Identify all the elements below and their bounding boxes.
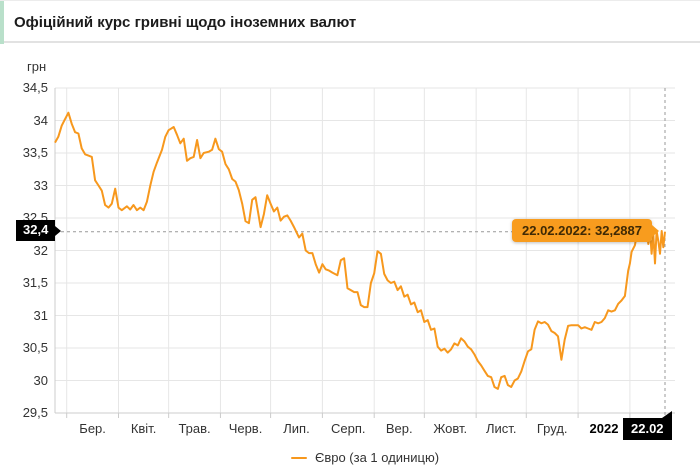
x-axis-month-label: Трав. [178,421,211,436]
legend[interactable]: Євро (за 1 одиницю) [30,450,700,465]
x-axis-month-label: Лист. [486,421,517,436]
x-axis-month-label: Вер. [385,421,413,436]
legend-label: Євро (за 1 одиницю) [314,450,440,465]
x-axis-month-label: Жовт. [433,421,468,436]
x-axis-month-label: Груд. [536,421,568,436]
y-axis-unit-label: грн [27,59,47,74]
chart-header: Офіційний курс гривні щодо іноземних вал… [0,0,700,44]
y-axis-tick-label: 30 [33,372,48,388]
x-axis-month-label: Черв. [228,421,263,436]
legend-line-swatch [290,456,307,459]
x-axis-month-label: Серп. [331,421,366,436]
y-axis-tick-label: 34,5 [22,80,48,95]
y-axis-tick-label: 31,5 [22,275,48,290]
x-axis-month-label: Квіт. [130,421,157,436]
tooltip: 22.02.2022: 32,2887 [512,219,659,242]
header-accent-bar [0,1,4,44]
y-axis-tick-label: 34 [33,112,48,128]
y-axis-tick-label: 33,5 [22,145,48,160]
x-axis-year-label: 2022 [589,421,619,436]
euro-series-line [54,111,666,390]
current-value-marker: 32,4 [16,220,62,241]
x-axis-month-label: Бер. [79,421,106,436]
y-axis-tick-label: 32 [33,242,48,258]
y-axis-tick-label: 31 [33,307,48,323]
y-axis-tick-label: 29,5 [22,405,48,420]
current-date-marker: 22.02 [623,411,672,440]
y-axis-tick-label: 30,5 [22,340,48,355]
y-axis-tick-label: 33 [33,177,48,193]
chart-title: Офіційний курс гривні щодо іноземних вал… [14,14,357,31]
x-axis-month-label: Лип. [283,421,310,436]
